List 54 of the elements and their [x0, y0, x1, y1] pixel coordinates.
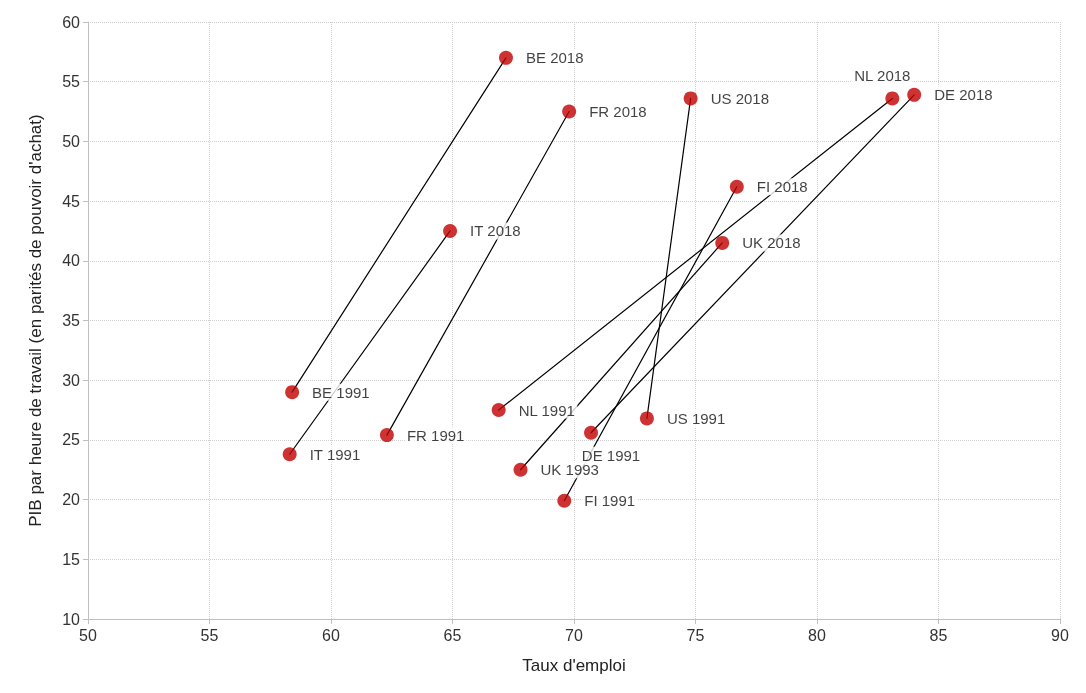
point	[562, 104, 577, 119]
data-label: FR 2018	[589, 103, 647, 121]
x-tick-label: 65	[443, 626, 462, 644]
x-tick-label: 70	[565, 626, 583, 644]
data-label: BE 2018	[525, 49, 584, 67]
y-tick-label: 60	[62, 13, 81, 31]
data-label: FR 1991	[406, 426, 465, 444]
point	[513, 462, 528, 477]
y-tick-label: 40	[62, 252, 81, 270]
y-tick-label: 35	[62, 312, 81, 329]
y-tick-label: 15	[62, 550, 81, 568]
point	[907, 87, 922, 102]
data-label: FI 2018	[756, 178, 808, 196]
point	[683, 91, 698, 106]
data-label: UK 1993	[540, 461, 599, 479]
point	[584, 425, 599, 440]
data-label: NL 2018	[854, 67, 911, 85]
x-tick-label: 80	[808, 626, 826, 644]
y-tick-label: 30	[62, 371, 81, 389]
point	[729, 179, 744, 194]
point	[285, 385, 300, 400]
data-label: US 2018	[710, 89, 770, 107]
x-axis-title: Taux d'emploi	[522, 656, 626, 675]
data-label: IT 2018	[470, 222, 521, 240]
point	[639, 411, 654, 426]
data-label: FI 1991	[584, 492, 636, 510]
data-label: UK 2018	[742, 234, 801, 252]
y-axis-title: PIB par heure de travail (en parités de pouvoir d'achat)	[26, 114, 45, 527]
x-tick-label: 55	[200, 626, 219, 644]
point	[443, 223, 458, 238]
data-label: IT 1991	[309, 445, 361, 463]
data-label: BE 1991	[312, 383, 370, 401]
data-label: DE 1991	[581, 446, 641, 464]
x-tick-label: 60	[322, 626, 340, 644]
y-tick-label: 55	[62, 73, 81, 91]
x-tick-label: 90	[1051, 626, 1069, 644]
y-tick-label: 50	[62, 132, 81, 150]
y-tick-label: 45	[62, 192, 81, 210]
data-label: NL 1991	[518, 401, 575, 419]
point	[379, 428, 394, 443]
point	[498, 50, 513, 65]
point	[715, 235, 730, 250]
x-tick-label: 75	[686, 626, 705, 644]
x-tick-label: 50	[79, 626, 97, 644]
point	[885, 91, 900, 106]
y-tick-label: 10	[62, 610, 81, 628]
data-label: US 1991	[666, 409, 726, 427]
x-tick-label: 85	[929, 626, 948, 644]
point	[557, 493, 572, 508]
y-tick-label: 25	[62, 431, 81, 449]
point	[282, 447, 297, 462]
y-tick-label: 20	[62, 491, 81, 509]
data-label: DE 2018	[934, 86, 993, 104]
point	[491, 403, 506, 418]
